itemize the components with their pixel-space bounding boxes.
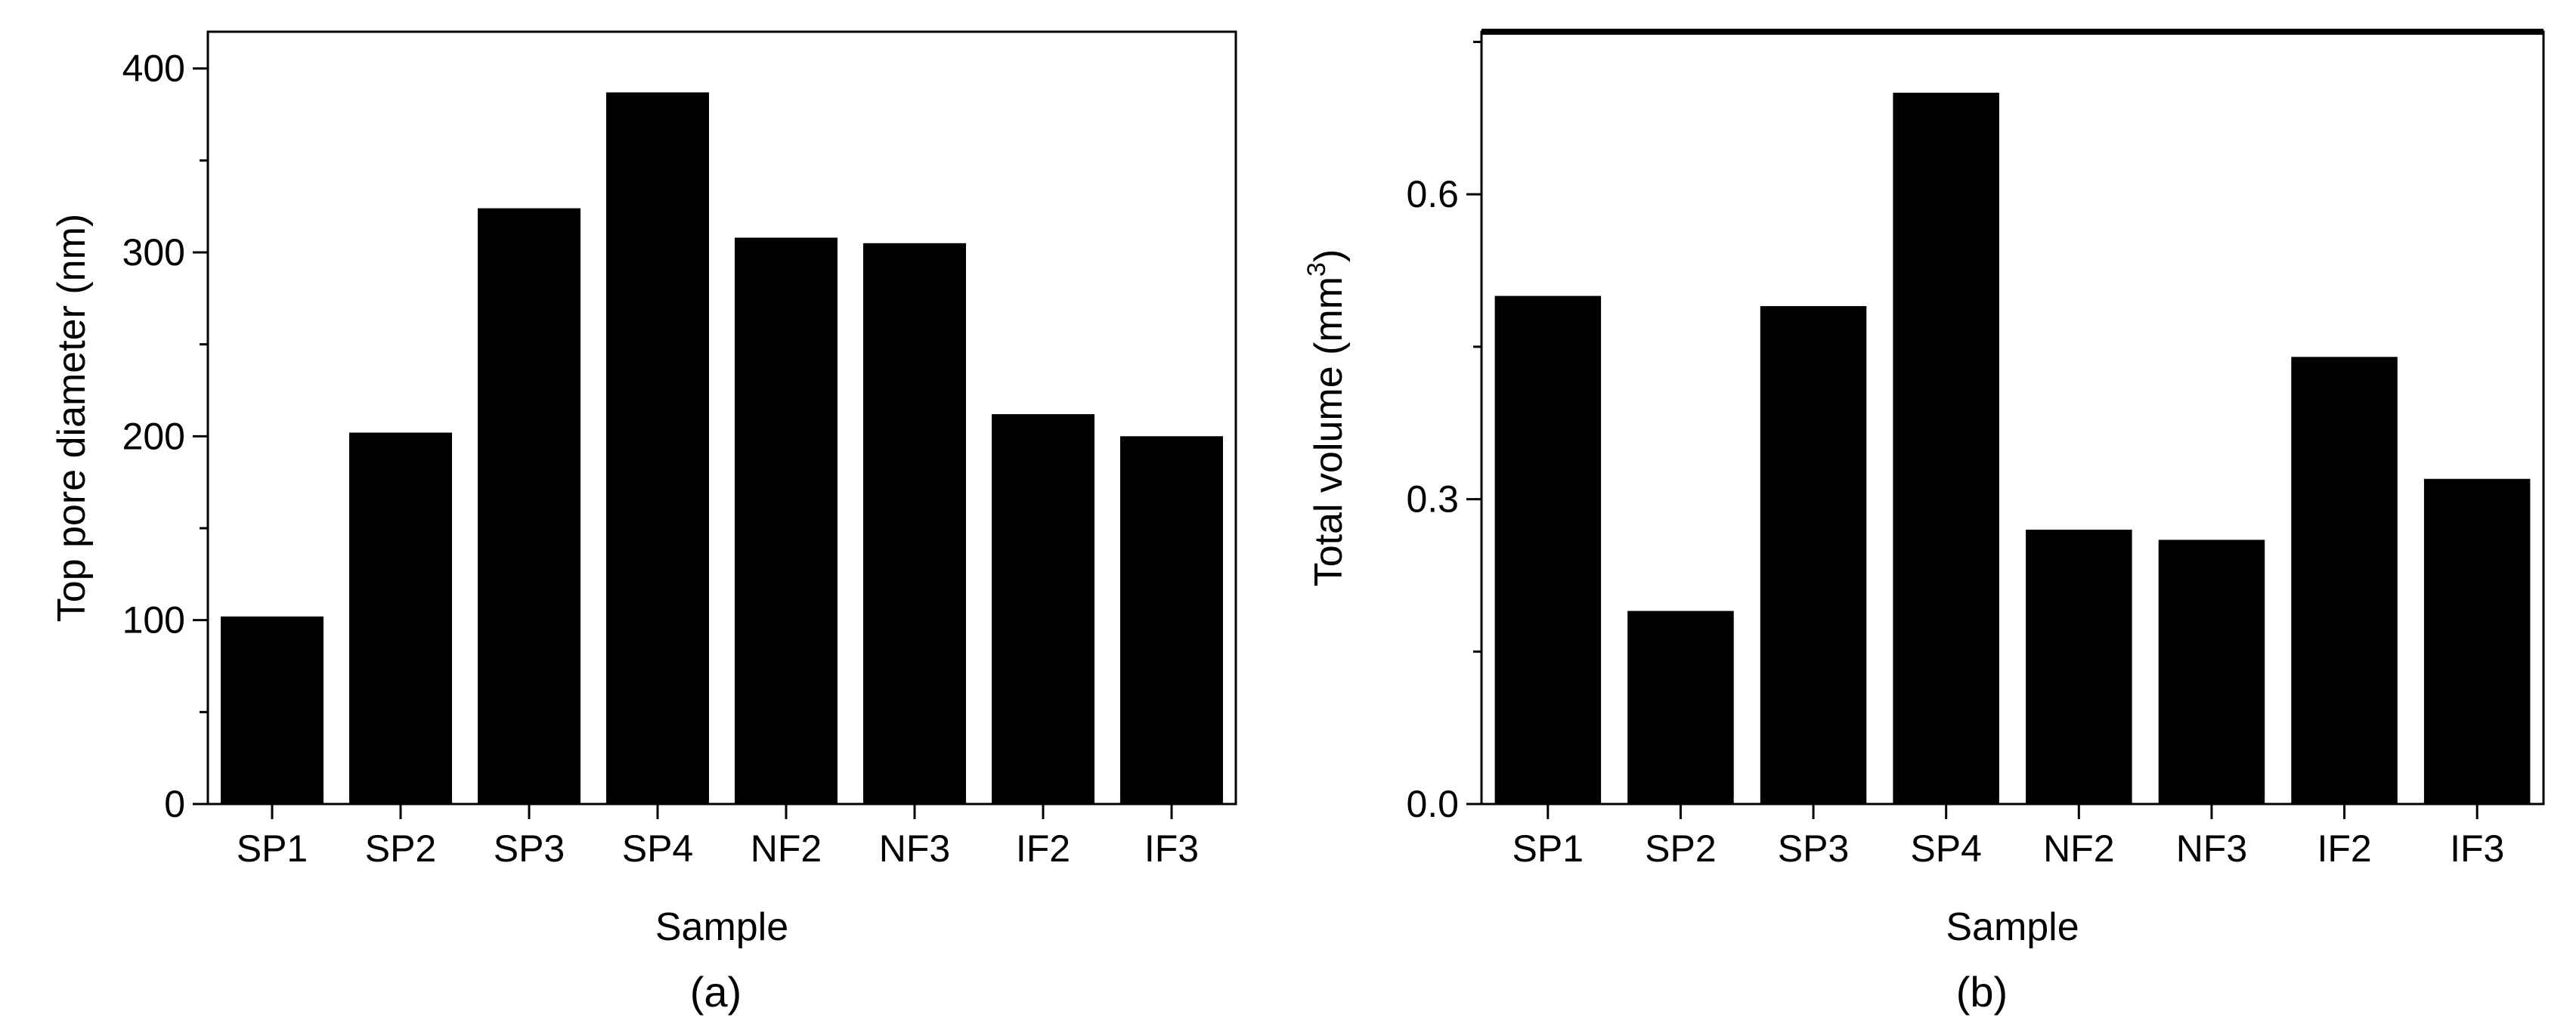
bar-sp2	[349, 432, 452, 804]
x-tick-label-sp4: SP4	[622, 827, 694, 870]
x-tick-label-sp4: SP4	[1910, 827, 1982, 870]
bar-sp4	[1893, 92, 1999, 804]
x-tick-label-sp1: SP1	[1512, 827, 1584, 870]
y-axis-label-superscript: 3	[1302, 262, 1331, 277]
x-tick-label-sp2: SP2	[365, 827, 437, 870]
x-tick-label-nf2: NF2	[751, 827, 822, 870]
x-tick-label-sp1: SP1	[237, 827, 308, 870]
bar-nf2	[735, 237, 838, 804]
chart-b: 0.0 0.3 0.6 SP1 SP2 SP3 SP4 NF2 NF3 IF2 IF3 Sample T…	[1302, 29, 2545, 1016]
panel-caption: (b)	[1956, 968, 2008, 1016]
y-axis-label-text: Total volume (mm	[1307, 277, 1351, 586]
x-tick-label-sp2: SP2	[1645, 827, 1717, 870]
y-tick-label: 0.0	[1406, 783, 1459, 825]
bar-sp3	[478, 208, 581, 805]
y-axis-label-suffix: )	[1307, 249, 1351, 262]
y-tick-label: 300	[122, 231, 185, 274]
panel-caption: (a)	[690, 968, 742, 1016]
x-tick-label-nf2: NF2	[2043, 827, 2114, 870]
x-tick-label-if2: IF2	[1016, 827, 1070, 870]
x-tick-label-sp3: SP3	[494, 827, 565, 870]
x-tick-label-nf3: NF3	[2176, 827, 2247, 870]
y-axis-label: Total volume (mm3)	[1302, 249, 1351, 587]
y-tick-label: 0.3	[1406, 478, 1459, 521]
bar-sp2	[1627, 611, 1734, 804]
bar-sp1	[221, 616, 324, 804]
y-tick-label: 0.6	[1406, 173, 1459, 215]
y-axis-label: Top pore diameter (nm)	[50, 214, 94, 622]
bar-if3	[1120, 436, 1223, 804]
bar-nf3	[863, 243, 966, 804]
bar-if2	[2291, 357, 2398, 804]
x-axis-label: Sample	[1946, 905, 2079, 949]
bar-sp4	[606, 92, 709, 805]
bar-if3	[2423, 478, 2531, 804]
x-axis-label: Sample	[655, 905, 788, 949]
y-tick-label: 200	[122, 415, 185, 457]
chart-a: 0 100 200 300 400 SP1 SP2 SP3 SP4 NF2 NF3 IF2 IF3 Sam…	[50, 30, 1237, 1016]
y-tick-label: 400	[122, 48, 185, 90]
bar-if2	[992, 414, 1094, 804]
bar-nf2	[2026, 529, 2132, 804]
x-tick-label-if3: IF3	[2450, 827, 2504, 870]
x-tick-label-if2: IF2	[2317, 827, 2371, 870]
x-tick-label-nf3: NF3	[879, 827, 950, 870]
x-tick-label-sp3: SP3	[1778, 827, 1850, 870]
bar-sp3	[1760, 306, 1867, 805]
y-tick-label: 0	[164, 783, 185, 825]
y-tick-label: 100	[122, 599, 185, 642]
x-tick-label-if3: IF3	[1144, 827, 1199, 870]
bar-nf3	[2158, 540, 2265, 804]
bar-sp1	[1494, 295, 1602, 805]
plot-frame	[206, 30, 1237, 806]
y-axis-label-text: Top pore diameter (nm)	[50, 214, 94, 622]
